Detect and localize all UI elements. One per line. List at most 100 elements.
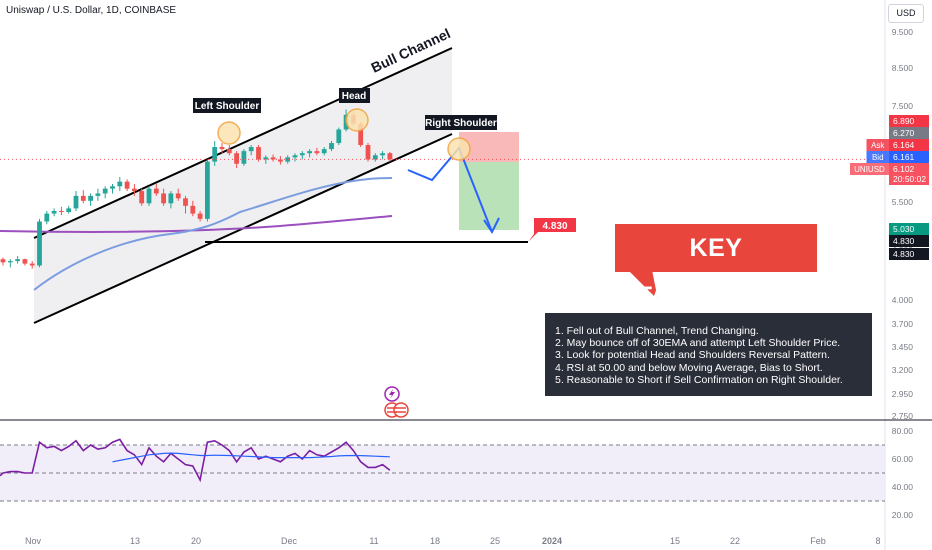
candle-body[interactable] xyxy=(117,181,123,187)
head-marker[interactable] xyxy=(345,108,369,132)
candle-body[interactable] xyxy=(95,193,101,196)
key-takeaways-banner[interactable]: KEY TAKEAWAYS xyxy=(615,224,817,310)
price-badge[interactable] xyxy=(889,163,929,185)
candle-body[interactable] xyxy=(29,263,35,266)
candle-body[interactable] xyxy=(278,159,283,162)
candle-body[interactable] xyxy=(15,259,20,262)
candle-body[interactable] xyxy=(80,195,86,201)
takeaway-item: 4. RSI at 50.00 and below Moving Average… xyxy=(555,361,823,374)
price-axis-label: 9.500 xyxy=(892,27,914,37)
support-price-flag[interactable] xyxy=(528,218,576,242)
price-badge[interactable] xyxy=(889,235,929,247)
candle-body[interactable] xyxy=(124,181,130,189)
candle-body[interactable] xyxy=(153,188,159,194)
key-takeaways-box[interactable]: 1. Fell out of Bull Channel, Trend Chang… xyxy=(545,313,872,396)
channel-upper-line[interactable] xyxy=(33,47,453,239)
right-shoulder-tag[interactable] xyxy=(425,115,497,130)
candle-body[interactable] xyxy=(73,195,79,209)
candle-body[interactable] xyxy=(285,157,291,162)
head-label: Head xyxy=(342,91,366,102)
candle-body[interactable] xyxy=(44,213,50,222)
price-axis-label: 3.450 xyxy=(892,342,914,352)
candle-body[interactable] xyxy=(372,155,378,160)
candle-body[interactable] xyxy=(37,221,42,266)
candle-body[interactable] xyxy=(270,157,276,160)
candle-body[interactable] xyxy=(234,153,239,164)
candle-body[interactable] xyxy=(219,147,225,150)
candle-body[interactable] xyxy=(292,155,298,158)
rsi-ma-line xyxy=(112,452,390,463)
candle-body[interactable] xyxy=(146,188,152,204)
candle-body[interactable] xyxy=(387,153,393,160)
time-axis-label: 15 xyxy=(670,536,680,546)
projected-path-arrowhead xyxy=(483,217,500,234)
time-axis-labels: Nov 13 20 Dec 11 18 25 2024 15 22 Feb 8 xyxy=(25,536,881,546)
candle-body[interactable] xyxy=(248,147,254,152)
currency-button[interactable]: USD xyxy=(888,4,924,23)
candle-body[interactable] xyxy=(358,123,364,146)
candle-body[interactable] xyxy=(329,143,334,150)
time-axis-label: 22 xyxy=(730,536,740,546)
candle-body[interactable] xyxy=(241,151,247,164)
time-axis-label: 25 xyxy=(490,536,500,546)
candle-body[interactable] xyxy=(110,186,115,189)
candle-body[interactable] xyxy=(59,210,64,212)
candle-body[interactable] xyxy=(226,149,232,154)
candle-body[interactable] xyxy=(0,259,6,263)
candle-body[interactable] xyxy=(51,210,57,214)
price-badge[interactable] xyxy=(889,127,929,139)
candle-body[interactable] xyxy=(321,149,327,154)
candle-body[interactable] xyxy=(299,153,305,156)
price-axis-label: 5.500 xyxy=(892,197,914,207)
candle-body[interactable] xyxy=(88,195,93,201)
candle-body[interactable] xyxy=(139,191,145,204)
candle-body[interactable] xyxy=(7,261,13,263)
price-badge[interactable] xyxy=(889,151,929,163)
candle-body[interactable] xyxy=(263,157,269,160)
candle-body[interactable] xyxy=(256,147,261,160)
candle-body[interactable] xyxy=(380,153,385,156)
candle-body[interactable] xyxy=(307,151,312,154)
price-badge[interactable] xyxy=(889,248,929,260)
rsi-axis-labels: 80.00 60.00 40.00 20.00 xyxy=(892,426,914,520)
price-badge[interactable] xyxy=(889,139,929,151)
price-axis-label: 3.700 xyxy=(892,319,914,329)
candle-body[interactable] xyxy=(190,205,196,214)
price-badge-prefix-text: UNIUSD xyxy=(854,165,885,174)
candle-body[interactable] xyxy=(66,208,72,212)
rsi-axis-label: 40.00 xyxy=(892,482,914,492)
candle-body[interactable] xyxy=(132,188,137,192)
candle-body[interactable] xyxy=(168,193,174,204)
candle-body[interactable] xyxy=(197,213,203,219)
price-axis-label: 2.750 xyxy=(892,411,914,421)
rsi-layer xyxy=(0,438,391,483)
candle-body[interactable] xyxy=(161,193,166,204)
time-axis-label: Feb xyxy=(810,536,826,546)
left-shoulder-tag[interactable] xyxy=(193,98,261,113)
candle-body[interactable] xyxy=(365,145,371,160)
time-axis-label: Nov xyxy=(25,536,42,546)
candle-body[interactable] xyxy=(175,193,181,199)
candle-body[interactable] xyxy=(183,198,188,206)
price-badge[interactable] xyxy=(889,223,929,235)
time-axis-label: 2024 xyxy=(542,536,562,546)
price-axis-label: 4.000 xyxy=(892,295,914,305)
rsi-line xyxy=(2,438,391,483)
symbol-title[interactable]: Uniswap / U.S. Dollar, 1D, COINBASE xyxy=(6,5,177,16)
left-shoulder-marker[interactable] xyxy=(217,121,241,145)
head-tag[interactable] xyxy=(339,88,370,103)
price-badge[interactable] xyxy=(889,115,929,127)
time-axis-label: 18 xyxy=(430,536,440,546)
price-badge-text: 6.890 xyxy=(893,116,915,126)
candle-body[interactable] xyxy=(314,151,320,154)
candle-body[interactable] xyxy=(212,147,218,162)
right-shoulder-marker[interactable] xyxy=(447,137,471,161)
candle-body[interactable] xyxy=(22,259,28,264)
time-axis-label: 13 xyxy=(130,536,140,546)
candle-body[interactable] xyxy=(205,161,210,219)
candle-body[interactable] xyxy=(336,129,342,144)
us-flag-icon[interactable] xyxy=(393,402,409,418)
projected-path[interactable] xyxy=(407,146,493,233)
candle-body[interactable] xyxy=(102,188,108,194)
